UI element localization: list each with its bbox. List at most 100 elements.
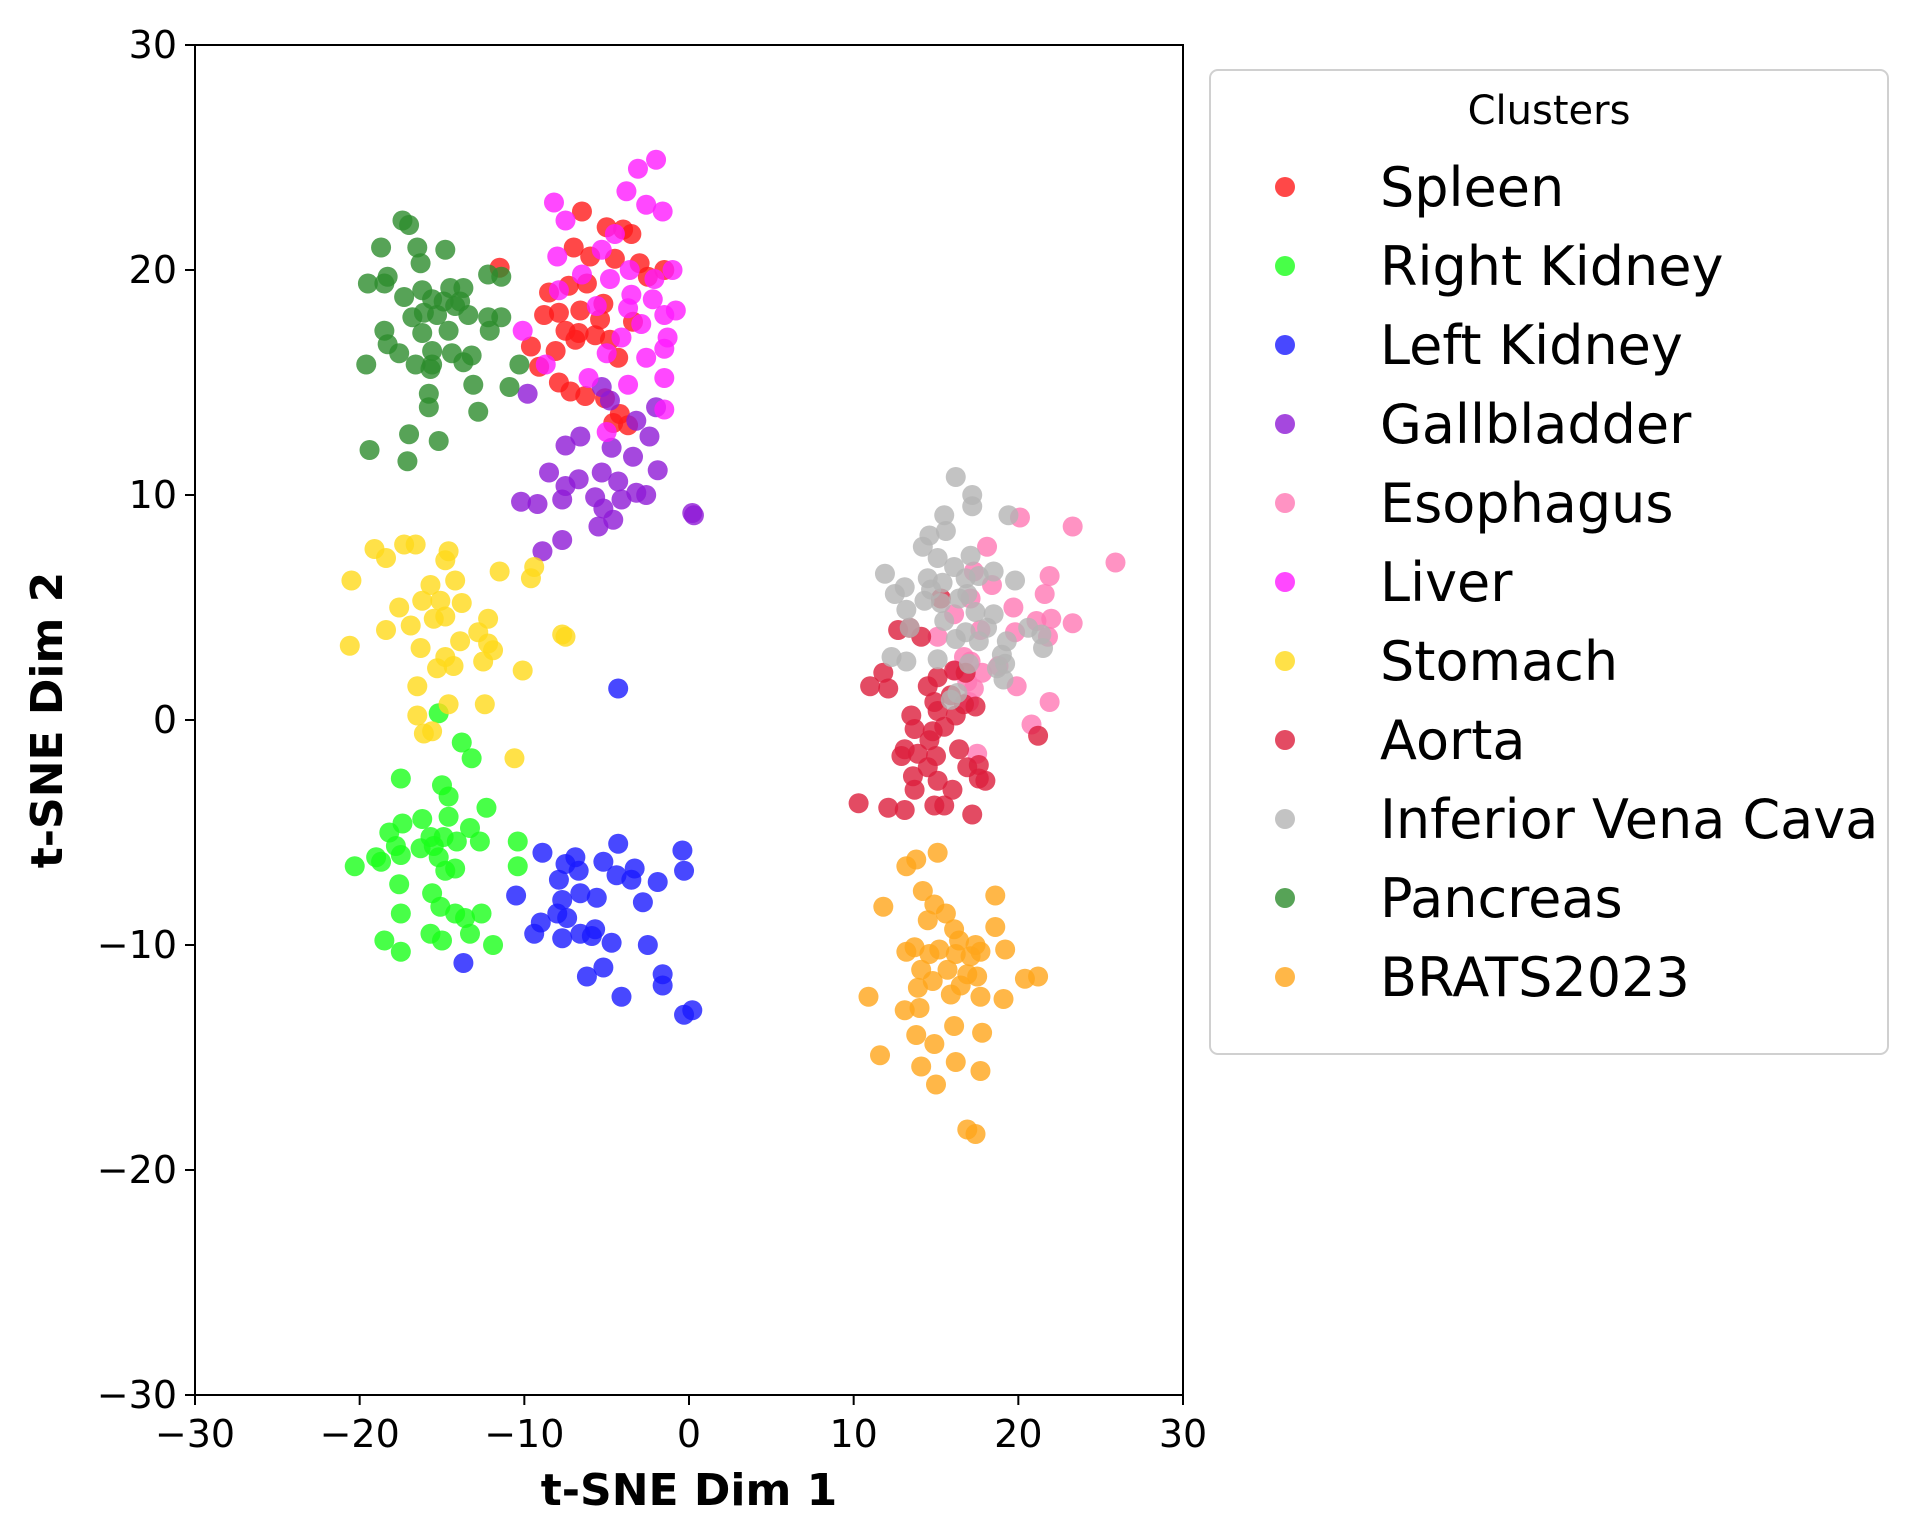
point-spleen — [534, 305, 555, 325]
legend-label-left-kidney: Left Kidney — [1380, 314, 1683, 377]
point-pancreas — [458, 305, 479, 325]
point-brats2023 — [896, 856, 917, 877]
point-right-kidney — [374, 930, 395, 951]
x-tick-label: 0 — [677, 1412, 701, 1456]
point-right-kidney — [412, 809, 433, 829]
point-inferior-vena-cava — [991, 644, 1012, 665]
point-stomach — [427, 658, 448, 679]
point-left-kidney — [608, 833, 629, 854]
point-left-kidney — [581, 926, 602, 946]
point-inferior-vena-cava — [935, 521, 956, 541]
point-pancreas — [453, 352, 474, 373]
point-left-kidney — [652, 975, 673, 996]
point-gallbladder — [555, 435, 576, 456]
point-brats2023 — [937, 959, 958, 980]
point-gallbladder — [552, 489, 573, 510]
point-right-kidney — [366, 847, 387, 868]
point-gallbladder — [623, 446, 644, 467]
point-brats2023 — [873, 896, 894, 917]
point-right-kidney — [483, 935, 504, 955]
point-brats2023 — [985, 885, 1006, 906]
point-pancreas — [438, 320, 459, 341]
point-aorta — [975, 770, 996, 791]
point-inferior-vena-cava — [940, 689, 961, 710]
legend-label-pancreas: Pancreas — [1380, 867, 1623, 930]
point-right-kidney — [469, 831, 490, 852]
point-aorta — [848, 793, 869, 814]
point-stomach — [410, 638, 431, 658]
legend-label-stomach: Stomach — [1380, 630, 1618, 693]
point-spleen — [565, 329, 586, 350]
point-pancreas — [435, 239, 456, 260]
point-right-kidney — [390, 845, 411, 865]
point-brats2023 — [985, 917, 1006, 937]
legend-box — [1209, 69, 1889, 1055]
point-right-kidney — [459, 923, 480, 944]
point-left-kidney — [637, 935, 658, 955]
point-right-kidney — [390, 941, 411, 962]
point-brats2023 — [924, 1034, 945, 1054]
point-gallbladder — [682, 503, 703, 523]
point-left-kidney — [453, 953, 474, 973]
point-left-kidney — [532, 842, 553, 863]
point-liver — [654, 399, 675, 420]
point-stomach — [430, 590, 451, 611]
point-aorta — [934, 716, 955, 737]
point-liver — [654, 305, 675, 325]
point-stomach — [435, 550, 456, 571]
point-left-kidney — [552, 928, 573, 949]
point-liver — [596, 422, 617, 442]
point-stomach — [504, 748, 525, 769]
axis-ticks: −30 −20 −10 0 10 20 30 −30 −20 −10 0 10 20 30 — [97, 23, 1207, 1456]
point-inferior-vena-cava — [957, 584, 978, 604]
point-liver — [654, 368, 675, 388]
point-esophagus — [1041, 608, 1062, 629]
point-brats2023 — [906, 1025, 927, 1045]
point-brats2023 — [1028, 966, 1049, 987]
point-spleen — [571, 201, 592, 222]
point-pancreas — [371, 237, 392, 258]
point-stomach — [552, 624, 573, 645]
legend-label-spleen: Spleen — [1380, 156, 1564, 219]
point-inferior-vena-cava — [896, 651, 917, 672]
point-left-kidney — [548, 869, 569, 890]
point-aorta — [878, 678, 899, 699]
point-inferior-vena-cava — [921, 579, 942, 600]
point-gallbladder — [527, 494, 548, 514]
point-left-kidney — [672, 840, 693, 861]
point-aorta — [942, 779, 963, 800]
point-pancreas — [394, 287, 415, 307]
point-brats2023 — [907, 977, 928, 998]
point-liver — [619, 260, 640, 280]
point-gallbladder — [539, 462, 560, 483]
legend-label-aorta: Aorta — [1380, 709, 1526, 772]
point-left-kidney — [632, 892, 653, 913]
y-tick-label: −10 — [97, 923, 177, 967]
point-aorta — [917, 676, 938, 697]
point-aorta — [904, 779, 925, 800]
point-gallbladder — [608, 471, 629, 492]
point-liver — [548, 280, 569, 301]
point-right-kidney — [389, 874, 410, 895]
point-aorta — [927, 770, 948, 791]
scatter-points — [339, 149, 1126, 1144]
point-inferior-vena-cava — [993, 669, 1014, 690]
point-gallbladder — [636, 485, 657, 505]
point-inferior-vena-cava — [965, 602, 986, 622]
point-pancreas — [418, 397, 439, 418]
point-stomach — [443, 656, 464, 676]
point-brats2023 — [944, 1016, 965, 1036]
legend-title: Clusters — [1468, 88, 1631, 134]
x-axis-label: t-SNE Dim 1 — [541, 1465, 838, 1516]
point-esophagus — [1039, 692, 1060, 712]
point-stomach — [512, 660, 533, 681]
point-aorta — [891, 746, 912, 766]
point-left-kidney — [506, 885, 527, 906]
point-spleen — [548, 302, 569, 323]
point-inferior-vena-cava — [998, 505, 1019, 526]
point-brats2023 — [858, 986, 879, 1007]
x-tick-label: −20 — [320, 1412, 400, 1456]
point-liver — [543, 192, 564, 213]
point-inferior-vena-cava — [896, 599, 917, 620]
point-inferior-vena-cava — [884, 584, 905, 604]
